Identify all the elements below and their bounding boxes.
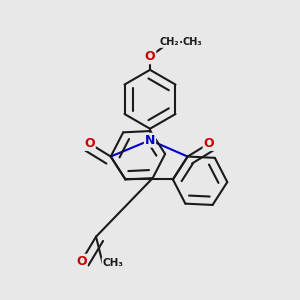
Text: O: O [84, 137, 95, 150]
Text: O: O [145, 50, 155, 63]
Text: N: N [145, 134, 155, 147]
Text: CH₃: CH₃ [183, 37, 202, 47]
Text: CH₃: CH₃ [103, 258, 124, 268]
Text: O: O [204, 137, 214, 150]
Text: O: O [76, 255, 87, 268]
Text: CH₂: CH₂ [160, 37, 179, 47]
